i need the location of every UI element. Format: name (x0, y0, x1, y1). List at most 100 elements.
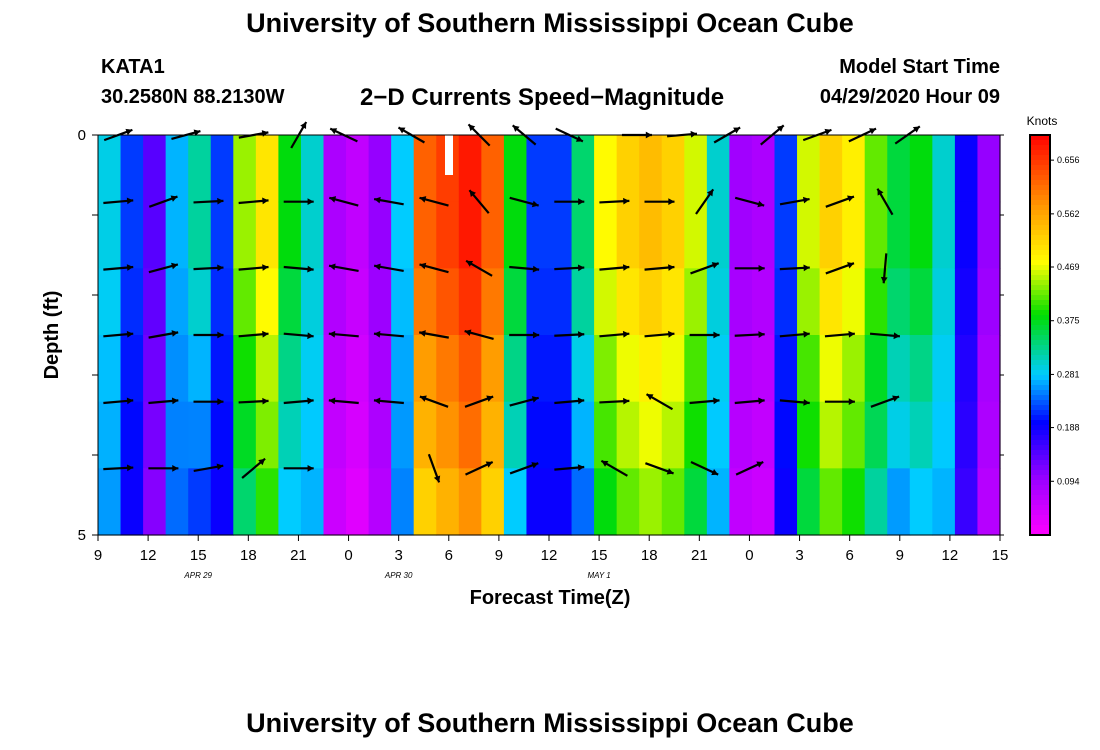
current-arrow (734, 331, 765, 338)
heatmap-cell (233, 135, 257, 203)
colorbar-segment (1030, 310, 1050, 316)
heatmap-cell (188, 201, 212, 269)
heatmap-cell (594, 135, 618, 203)
heatmap-cell (300, 201, 325, 269)
heatmap-cell (391, 268, 415, 336)
arrow-head (466, 260, 474, 267)
heatmap-cell (842, 468, 866, 536)
heatmap-cell (165, 201, 189, 269)
current-arrow (103, 397, 134, 405)
heatmap-cell (143, 268, 167, 336)
heatmap-cell (458, 268, 482, 336)
heatmap-cell (684, 335, 708, 403)
colorbar-segment (1030, 430, 1050, 436)
heatmap-cell (977, 401, 1001, 469)
heatmap-cell (120, 335, 144, 403)
colorbar-segment (1030, 280, 1050, 286)
colorbar-segment (1030, 245, 1050, 251)
heatmap-cell (188, 401, 212, 469)
arrow-head (171, 397, 179, 405)
arrow-head (171, 262, 178, 270)
arrow-head (193, 129, 201, 136)
colorbar-segment (1030, 385, 1050, 391)
heatmap-cell (616, 268, 640, 336)
current-arrow (509, 196, 539, 208)
heatmap-cell (729, 335, 753, 403)
current-arrow (695, 188, 715, 215)
heatmap-cell (458, 135, 482, 203)
heatmap-cell (210, 268, 234, 336)
colorbar-segment (1030, 415, 1050, 421)
colorbar-segment (1030, 400, 1050, 406)
arrow-head (433, 475, 441, 483)
heatmap-cell (503, 335, 528, 403)
x-tick-label: 21 (290, 547, 307, 564)
heatmap-cell (526, 468, 550, 536)
current-arrow (644, 264, 675, 271)
current-arrow (824, 398, 855, 406)
heatmap-cell (436, 201, 460, 269)
x-tick-label: 6 (445, 547, 453, 564)
current-arrow (238, 330, 269, 338)
current-arrow (283, 464, 314, 472)
arrow-head (666, 468, 674, 475)
arrow-head (464, 329, 472, 336)
heatmap-cell (233, 268, 257, 336)
footer-title: University of Southern Mississippi Ocean… (246, 708, 854, 738)
arrow-head (125, 128, 133, 136)
heatmap-cell (526, 335, 550, 403)
current-vectors (103, 121, 921, 483)
heatmap-cell (368, 201, 392, 269)
current-arrow (373, 263, 404, 273)
heatmap-cell (864, 201, 888, 269)
current-arrow (419, 196, 449, 207)
colorbar-segment (1030, 465, 1050, 471)
heatmap-cell (616, 135, 640, 203)
heatmap-cell (210, 135, 234, 203)
heatmap-cell (98, 268, 122, 336)
arrow-head (577, 264, 585, 272)
heatmap-cell (436, 468, 460, 536)
arrow-head (711, 262, 719, 269)
arrow-head (374, 263, 381, 271)
heatmap-cell (233, 335, 257, 403)
heatmap-cell (120, 401, 144, 469)
current-arrow (193, 264, 224, 272)
heatmap-cell (458, 201, 482, 269)
current-arrow (283, 198, 314, 206)
heatmap-cell (751, 201, 776, 269)
x-tick-label: 3 (795, 547, 803, 564)
heatmap-cell (684, 135, 708, 203)
current-arrow (599, 397, 630, 405)
colorbar-segment (1030, 335, 1050, 341)
model-start-label: Model Start Time (839, 56, 1000, 78)
heatmap-cell (458, 468, 482, 536)
colorbar-segment (1030, 195, 1050, 201)
x-tick-label: 12 (541, 547, 558, 564)
plot-title: 2−D Currents Speed−Magnitude (360, 84, 725, 111)
heatmap-cell (549, 268, 573, 336)
heatmap-cell (549, 335, 573, 403)
current-arrow (734, 397, 765, 405)
arrow-head (758, 264, 765, 272)
arrow-head (668, 330, 675, 338)
arrow-head (398, 127, 406, 134)
x-tick-label: 9 (896, 547, 904, 564)
colorbar-segment (1030, 445, 1050, 451)
heatmap-cell (954, 468, 979, 536)
heatmap-cell (436, 335, 460, 403)
colorbar-tick-label: 0.562 (1057, 209, 1080, 219)
arrow-head (758, 397, 765, 405)
arrow-head (577, 397, 585, 405)
arrow-head (126, 197, 134, 205)
current-arrow (148, 262, 179, 274)
heatmap-cell (346, 201, 370, 269)
colorbar-segment (1030, 300, 1050, 306)
heatmap-cell (436, 268, 460, 336)
heatmap-cell (300, 468, 325, 536)
colorbar-segment (1030, 265, 1050, 271)
heatmap-cell (751, 268, 776, 336)
heatmap-cell (233, 401, 257, 469)
colorbar-tick-label: 0.375 (1057, 316, 1080, 326)
x-tick-label: 6 (845, 547, 853, 564)
